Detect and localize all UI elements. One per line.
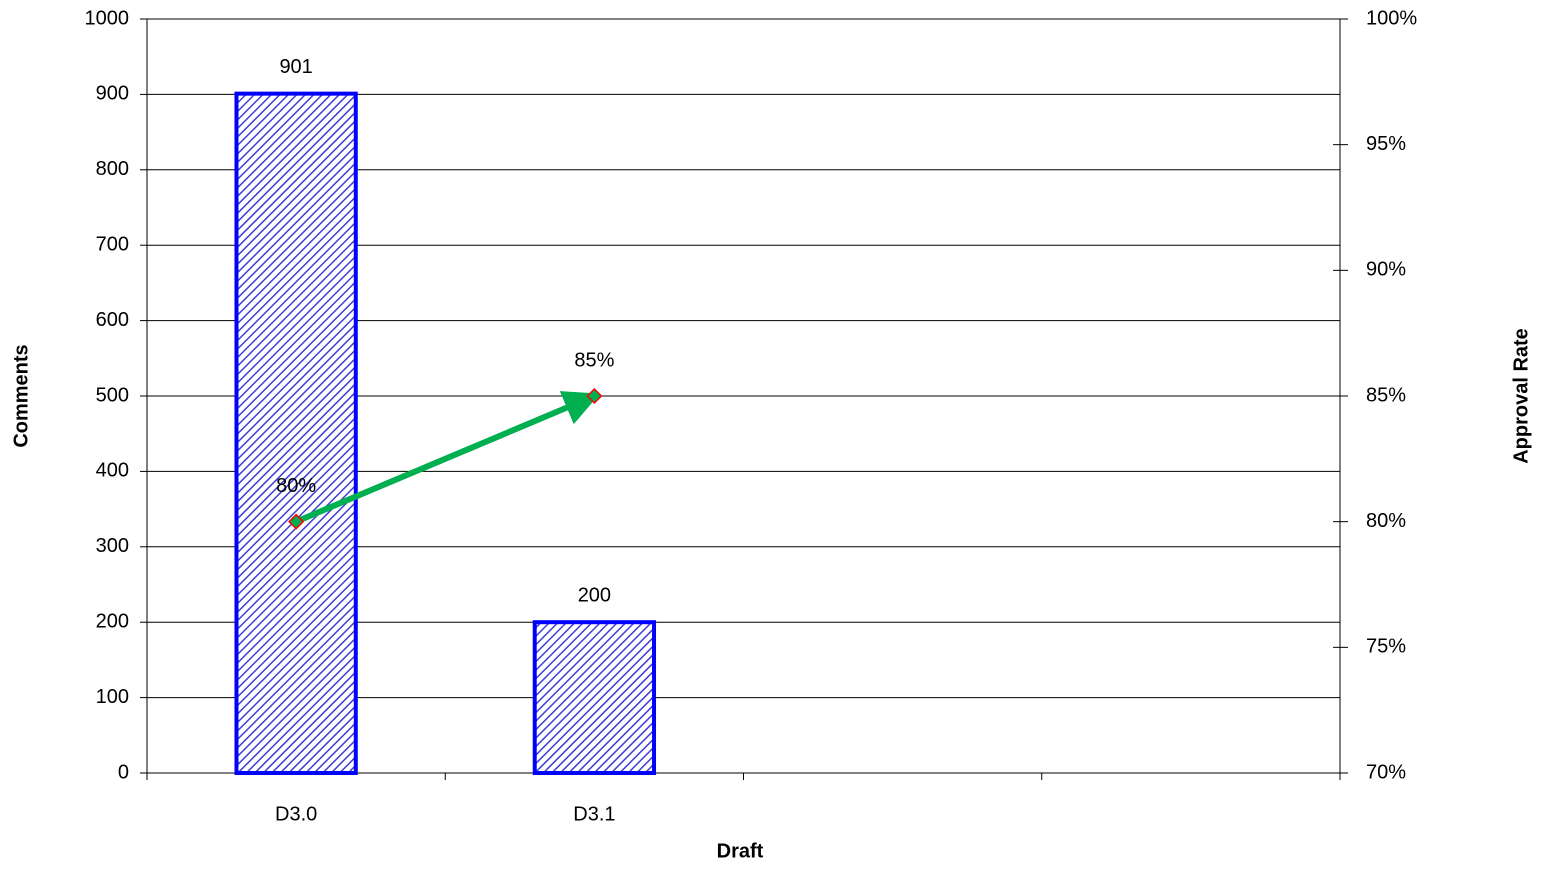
line [294,391,600,525]
value-label: 85% [574,349,614,371]
y-tick-label: 800 [96,158,129,180]
y-tick-label: 200 [96,610,129,632]
bar [532,620,657,776]
y-tick-label: 600 [96,309,129,331]
x-tick-label: D3.0 [275,803,317,825]
value-label: 200 [578,584,611,606]
bar [234,91,358,775]
x-axis-title: Draft [717,840,764,862]
marker [288,513,305,530]
y-tick-label: 100 [96,686,129,708]
y2-tick-label: 85% [1366,384,1406,406]
y2-tick-label: 70% [1366,761,1406,783]
x-tick-label: D3.1 [573,803,615,825]
marker [586,387,603,405]
y-tick-label: 900 [96,83,129,105]
y2-tick-label: 90% [1366,259,1406,281]
y-tick-label: 1000 [85,7,130,29]
y2-axis-title: Approval Rate [1510,328,1532,464]
y-tick-label: 700 [96,233,129,255]
value-label: 80% [276,475,316,497]
y-tick-label: 400 [96,460,129,482]
y2-tick-label: 95% [1366,133,1406,155]
y2-tick-label: 80% [1366,510,1406,532]
y-axis-title: Comments [10,344,32,447]
y2-tick-label: 75% [1366,636,1406,658]
y-tick-label: 0 [118,761,129,783]
y2-tick-label: 100% [1366,7,1417,29]
value-label: 901 [279,56,312,78]
y-tick-label: 300 [96,535,129,557]
y-tick-label: 500 [96,384,129,406]
